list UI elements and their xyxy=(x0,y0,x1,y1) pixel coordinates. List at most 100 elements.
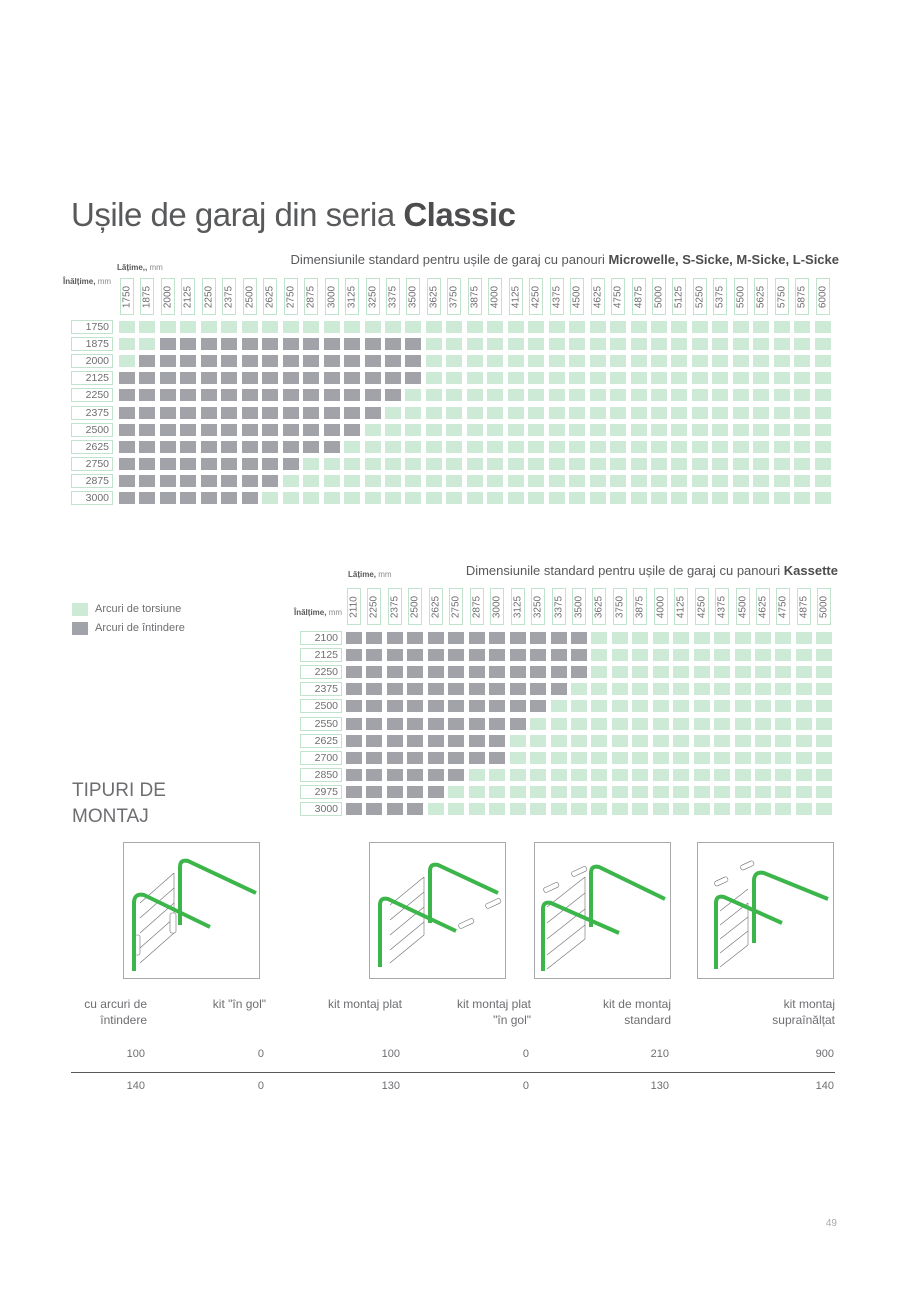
torsion-spring-cell xyxy=(773,492,790,504)
height-row-label-2700: 2700 xyxy=(300,750,342,765)
width-header-3375: 3375 xyxy=(385,278,400,315)
extension-spring-mount-diagram xyxy=(123,842,260,979)
torsion-spring-cell xyxy=(814,338,831,351)
torsion-spring-cell xyxy=(507,389,524,402)
width-unit: mm xyxy=(378,570,392,579)
torsion-spring-cell xyxy=(425,372,442,385)
kassette-subtitle-panels: Kassette xyxy=(783,563,838,578)
torsion-spring-cell xyxy=(569,423,586,436)
torsion-spring-cell xyxy=(671,389,688,402)
torsion-spring-cell xyxy=(632,649,649,662)
torsion-spring-cell xyxy=(446,440,463,453)
torsion-spring-cell xyxy=(630,474,647,487)
torsion-spring-cell xyxy=(591,632,608,644)
torsion-spring-cell xyxy=(630,406,647,419)
torsion-spring-cell xyxy=(632,768,649,781)
torsion-spring-cell xyxy=(691,423,708,436)
torsion-spring-cell xyxy=(509,751,526,764)
extension-spring-cell xyxy=(366,785,383,798)
width-header-2875: 2875 xyxy=(304,278,319,315)
torsion-spring-cell xyxy=(569,474,586,487)
torsion-spring-cell xyxy=(732,321,749,333)
torsion-spring-cell xyxy=(691,457,708,470)
extension-spring-cell xyxy=(180,492,197,504)
extension-spring-cell xyxy=(509,717,526,730)
torsion-spring-cell xyxy=(570,683,587,696)
extension-spring-cell xyxy=(448,683,465,696)
width-header-label: 4500 xyxy=(737,595,749,618)
extension-spring-cell xyxy=(282,423,299,436)
flat-mount-kit-diagram xyxy=(369,842,506,979)
mount-type-label-line1: kit "în gol" xyxy=(212,997,266,1011)
extension-spring-cell xyxy=(407,803,424,815)
extension-spring-cell xyxy=(221,372,238,385)
torsion-spring-cell xyxy=(591,717,608,730)
extension-spring-cell xyxy=(407,768,424,781)
extension-spring-cell xyxy=(262,440,279,453)
torsion-spring-cell xyxy=(734,683,751,696)
torsion-spring-cell xyxy=(693,751,710,764)
width-header-label: 5500 xyxy=(735,285,747,308)
extension-spring-cell xyxy=(364,355,381,368)
mount-type-label: kit "în gol" xyxy=(213,996,266,1012)
torsion-spring-cell xyxy=(671,321,688,333)
torsion-spring-cell xyxy=(139,321,156,333)
torsion-spring-cell xyxy=(425,423,442,436)
torsion-spring-cell xyxy=(795,666,812,679)
height-row-label-2125: 2125 xyxy=(71,371,113,386)
extension-spring-cell xyxy=(139,474,156,487)
width-header-3500: 3500 xyxy=(571,588,586,625)
torsion-spring-cell xyxy=(569,372,586,385)
extension-spring-cell xyxy=(180,355,197,368)
height-unit: mm xyxy=(328,608,343,617)
values-divider xyxy=(71,1072,835,1073)
torsion-spring-cell xyxy=(507,492,524,504)
torsion-spring-cell xyxy=(528,440,545,453)
torsion-spring-cell xyxy=(650,338,667,351)
torsion-spring-cell xyxy=(425,389,442,402)
torsion-spring-cell xyxy=(714,717,731,730)
torsion-spring-cell xyxy=(816,768,833,781)
extension-spring-cell xyxy=(346,717,362,730)
width-header-2750: 2750 xyxy=(283,278,298,315)
torsion-spring-cell xyxy=(548,457,565,470)
torsion-spring-cell xyxy=(610,389,627,402)
torsion-spring-cell xyxy=(364,440,381,453)
width-header-label: 3000 xyxy=(491,595,503,618)
torsion-spring-cell xyxy=(755,768,771,781)
torsion-spring-cell xyxy=(773,389,790,402)
torsion-spring-cell xyxy=(673,700,690,713)
torsion-spring-cell xyxy=(712,338,729,351)
torsion-spring-cell xyxy=(446,338,463,351)
extension-spring-cell xyxy=(530,700,547,713)
torsion-spring-cell xyxy=(384,457,401,470)
torsion-spring-cell xyxy=(753,355,770,368)
torsion-spring-cell xyxy=(650,457,667,470)
width-header-4625: 4625 xyxy=(590,278,605,315)
torsion-spring-cell xyxy=(323,492,340,504)
torsion-spring-cell xyxy=(570,768,587,781)
extension-spring-cell xyxy=(346,751,362,764)
extension-spring-cell xyxy=(241,474,258,487)
torsion-spring-cell xyxy=(773,474,790,487)
torsion-spring-cell xyxy=(466,389,483,402)
torsion-spring-cell xyxy=(589,492,606,504)
torsion-spring-cell xyxy=(773,355,790,368)
torsion-spring-cell xyxy=(652,734,669,747)
extension-spring-cell xyxy=(221,355,238,368)
torsion-spring-cell xyxy=(528,355,545,368)
torsion-spring-cell xyxy=(589,406,606,419)
width-header-4750: 4750 xyxy=(776,588,791,625)
width-header-4125: 4125 xyxy=(508,278,523,315)
torsion-spring-cell xyxy=(466,372,483,385)
torsion-spring-cell xyxy=(323,457,340,470)
extension-spring-cell xyxy=(159,440,176,453)
extension-spring-cell xyxy=(407,632,424,644)
torsion-spring-cell xyxy=(814,457,831,470)
extension-spring-cell xyxy=(180,406,197,419)
torsion-spring-cell xyxy=(673,632,690,644)
torsion-spring-cell xyxy=(528,457,545,470)
classic-subtitle-prefix: Dimensiunile standard pentru ușile de ga… xyxy=(290,252,609,267)
extension-spring-cell xyxy=(262,372,279,385)
extension-spring-cell xyxy=(550,683,567,696)
